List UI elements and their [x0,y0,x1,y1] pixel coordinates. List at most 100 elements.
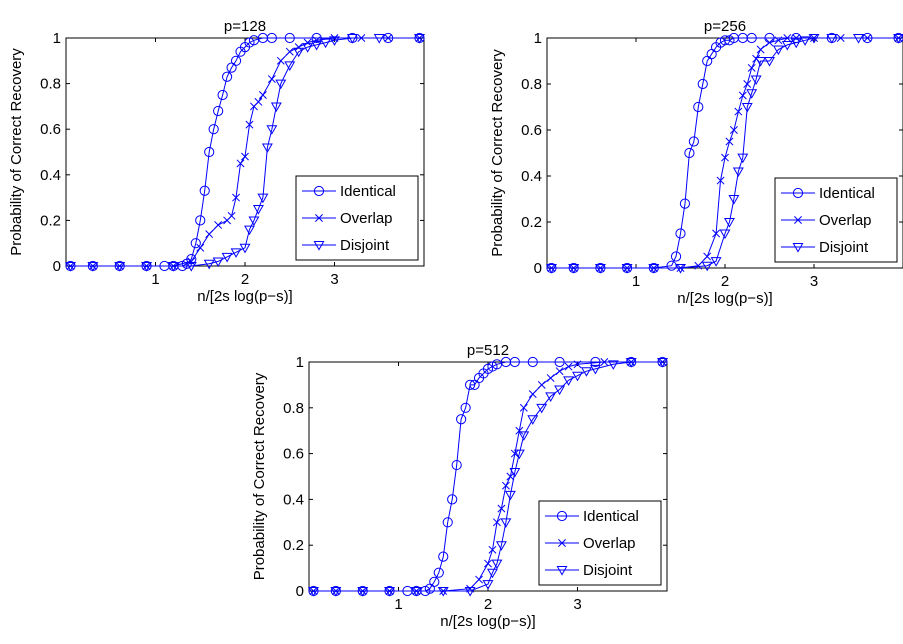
data-point-overlap [765,38,774,47]
data-point-identical [675,228,686,239]
data-point-disjoint [719,229,731,240]
data-point-overlap [285,47,294,56]
data-point-overlap [546,374,555,382]
data-point-disjoint [320,38,332,49]
data-point-overlap [555,367,564,376]
y-tick-label: 1 [53,30,61,47]
y-tick-label: 0.4 [40,167,61,184]
y-tick-label: 1 [296,354,304,371]
data-point-disjoint [509,467,521,478]
data-point-overlap [528,390,537,399]
chart-title: p=512 [467,342,509,359]
data-point-overlap [783,34,792,42]
y-tick-label: 0.2 [521,214,542,231]
data-point-overlap [716,176,725,185]
y-tick-label: 0.8 [283,400,304,417]
data-point-identical [746,32,757,44]
data-point-identical [195,215,206,226]
data-point-disjoint [239,243,251,254]
data-point-identical [554,356,565,368]
data-point-identical [697,78,708,90]
data-point-overlap [205,230,214,239]
data-point-disjoint [384,587,396,597]
y-tick-label: 0.6 [40,121,61,138]
data-point-disjoint [500,518,512,528]
legend-label-disjoint: Disjoint [340,237,390,254]
data-point-disjoint [893,34,903,44]
data-point-identical [208,124,219,135]
legend: Identical Overlap Disjoint [538,500,662,586]
data-point-identical [266,32,277,44]
data-point-overlap [564,362,573,371]
data-point-disjoint [710,257,722,267]
data-point-identical [311,32,322,44]
chart-panel-2: p=256 1 2 3 0 0.2 0.4 0.6 0.8 1 n/[2s log(p−s)] Pro… [489,18,903,307]
data-point-identical [465,379,476,390]
data-point-disjoint [799,36,811,46]
data-point-disjoint [621,264,633,274]
data-point-overlap [214,221,223,229]
legend-marker-identical [313,185,325,197]
legend-marker-identical [556,510,568,522]
data-point-overlap [734,107,743,116]
data-point-disjoint [504,490,516,501]
data-point-identical [679,198,691,209]
data-point-identical [688,136,699,147]
data-point-disjoint [563,376,575,386]
data-point-identical [199,185,210,196]
data-point-overlap [747,63,756,72]
data-point-overlap [66,262,75,270]
legend-marker-overlap [315,214,323,222]
x-tick-label: 3 [810,273,818,290]
data-point-disjoint [275,79,287,90]
data-point-identical [684,147,695,159]
data-point-disjoint [701,261,713,272]
data-point-disjoint [723,218,735,228]
data-point-disjoint [513,449,525,460]
y-tick-label: 0 [296,583,304,600]
data-point-identical [213,105,224,117]
data-point-disjoint [357,587,369,597]
data-point-overlap [484,559,492,568]
data-point-overlap [294,43,303,52]
series-line-identical [551,37,899,269]
legend-label-identical: Identical [340,183,396,200]
legend-marker-overlap [794,216,802,224]
data-point-disjoint [527,415,539,425]
x-axis-label: n/[2s log(p−s)] [677,290,772,307]
data-point-identical [433,567,444,578]
data-point-overlap [515,426,524,435]
data-point-overlap [254,97,263,106]
data-point-disjoint [568,264,580,274]
data-point-overlap [241,152,249,161]
legend-box [538,500,662,586]
data-point-overlap [245,120,254,129]
data-point-overlap [312,36,321,45]
data-point-disjoint [781,40,793,51]
data-point-disjoint [482,580,494,590]
data-point-overlap [187,257,196,266]
data-point-overlap [497,504,506,513]
data-point-overlap [415,34,424,42]
data-point-disjoint [141,262,153,272]
data-point-overlap [600,358,609,366]
data-point-overlap [743,80,752,88]
data-point-overlap [267,75,276,83]
data-point-overlap [547,264,556,272]
legend-marker-disjoint [556,566,568,576]
data-point-disjoint [495,541,507,551]
data-point-disjoint [741,103,753,113]
legend-label-identical: Identical [583,508,639,525]
data-point-identical [190,238,201,249]
series-disjoint [65,34,425,272]
legend-label-disjoint: Disjoint [819,239,869,256]
data-point-overlap [276,56,285,65]
data-point-disjoint [252,205,264,215]
data-point-identical [527,356,538,368]
data-point-disjoint [728,195,740,205]
data-point-disjoint [545,392,557,402]
series-disjoint [545,34,903,274]
legend: Identical Overlap Disjoint [774,177,898,263]
data-point-disjoint [572,371,583,382]
